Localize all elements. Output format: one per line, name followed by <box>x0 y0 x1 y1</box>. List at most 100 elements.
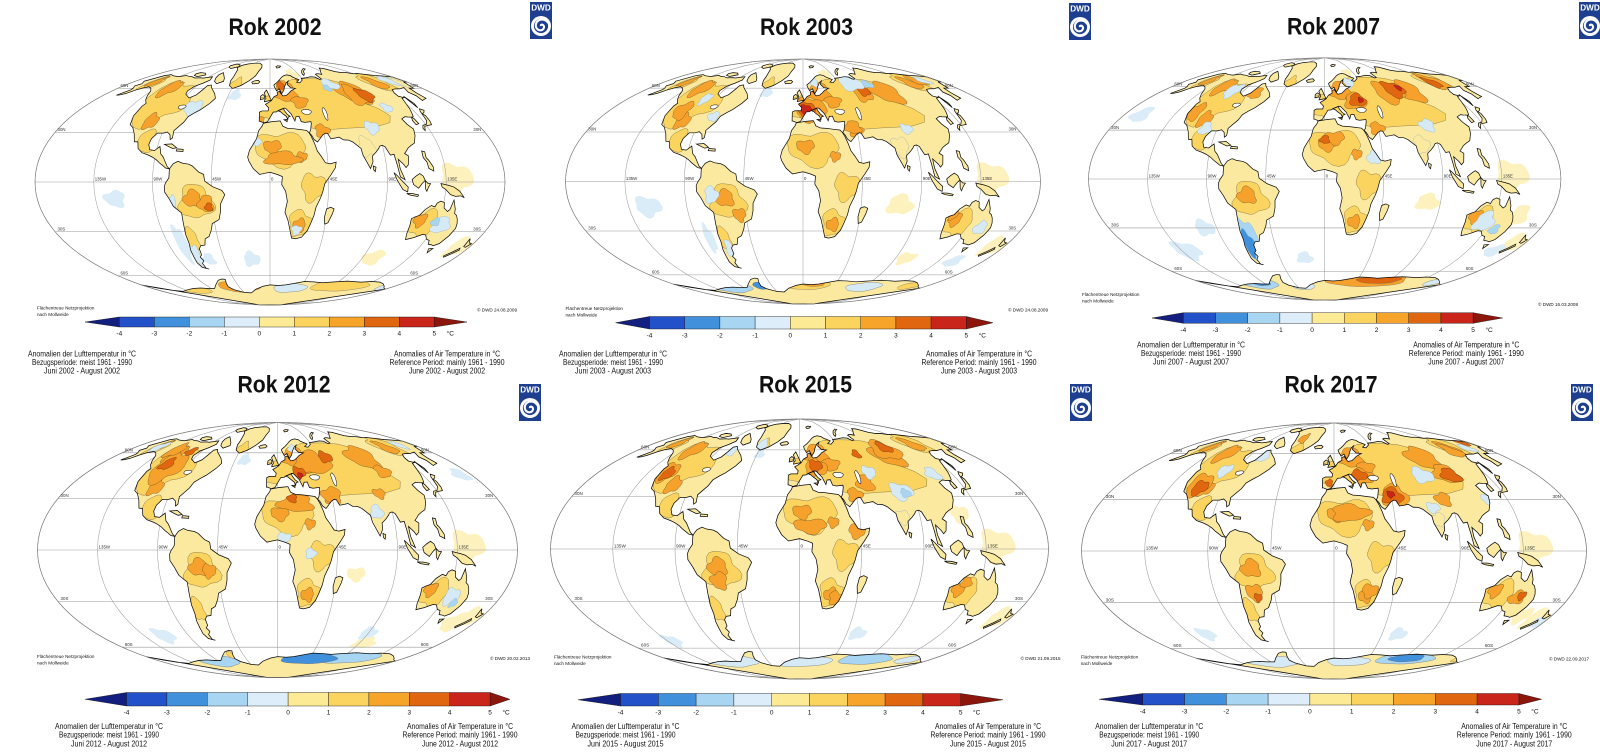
svg-text:2: 2 <box>367 710 371 717</box>
svg-text:nach Mollweide: nach Mollweide <box>37 661 69 666</box>
svg-text:Bezugsperiode: meist 1961 - 19: Bezugsperiode: meist 1961 - 1990 <box>1099 731 1199 740</box>
svg-text:-2: -2 <box>1223 709 1229 716</box>
svg-text:3: 3 <box>894 333 898 340</box>
svg-text:1: 1 <box>1342 327 1346 334</box>
svg-text:nach Mollweide: nach Mollweide <box>554 661 586 666</box>
svg-text:5: 5 <box>432 331 436 338</box>
svg-text:4: 4 <box>448 710 452 717</box>
svg-text:1: 1 <box>808 710 812 717</box>
svg-text:June 2012 - August 2012: June 2012 - August 2012 <box>422 739 498 748</box>
svg-text:Anomalien der Lufttemperatur i: Anomalien der Lufttemperatur in °C <box>572 722 680 731</box>
svg-text:Rok 2007: Rok 2007 <box>1287 14 1380 41</box>
svg-text:4: 4 <box>929 333 933 340</box>
svg-text:Flächentreue Netzprojektion: Flächentreue Netzprojektion <box>1081 655 1139 660</box>
svg-text:Reference Period: mainly 1961: Reference Period: mainly 1961 - 1990 <box>390 358 506 367</box>
svg-text:Rok 2015: Rok 2015 <box>759 372 852 399</box>
svg-text:-1: -1 <box>1277 327 1283 334</box>
svg-text:Anomalien der Lufttemperatur i: Anomalien der Lufttemperatur in °C <box>55 722 163 731</box>
svg-text:-1: -1 <box>731 710 737 717</box>
svg-text:Flächentreue Netzprojektion: Flächentreue Netzprojektion <box>566 306 624 311</box>
svg-text:Rok 2012: Rok 2012 <box>238 372 331 399</box>
svg-text:Bezugsperiode: meist 1961 - 19: Bezugsperiode: meist 1961 - 1990 <box>576 731 676 740</box>
svg-text:-3: -3 <box>151 331 157 338</box>
svg-text:5: 5 <box>1471 327 1475 334</box>
svg-text:-2: -2 <box>693 710 699 717</box>
svg-text:2: 2 <box>845 710 849 717</box>
svg-text:2: 2 <box>1375 327 1379 334</box>
svg-text:June 2015 - August 2015: June 2015 - August 2015 <box>950 739 1027 748</box>
svg-text:© DWD 22.09.2017: © DWD 22.09.2017 <box>1549 656 1589 662</box>
svg-text:-4: -4 <box>647 333 653 340</box>
svg-text:0: 0 <box>1308 709 1312 716</box>
svg-text:0: 0 <box>770 710 774 717</box>
svg-text:nach Mollweide: nach Mollweide <box>1082 299 1114 304</box>
svg-text:5: 5 <box>959 710 963 717</box>
svg-text:3: 3 <box>407 710 411 717</box>
svg-text:1: 1 <box>327 710 331 717</box>
svg-text:nach Mollweide: nach Mollweide <box>566 313 598 318</box>
svg-text:4: 4 <box>397 331 401 338</box>
svg-text:Anomalies of Air Temperature i: Anomalies of Air Temperature in °C <box>926 349 1032 358</box>
svg-text:3: 3 <box>883 710 887 717</box>
svg-text:-3: -3 <box>164 710 170 717</box>
svg-text:0: 0 <box>788 333 792 340</box>
svg-text:2: 2 <box>327 331 331 338</box>
svg-text:Flächentreue Netzprojektion: Flächentreue Netzprojektion <box>37 306 95 311</box>
svg-text:© DWD 16.03.2008: © DWD 16.03.2008 <box>1538 301 1578 307</box>
svg-text:-4: -4 <box>618 710 624 717</box>
svg-text:Flächentreue Netzprojektion: Flächentreue Netzprojektion <box>37 654 95 659</box>
svg-text:© DWD 24.08.2009: © DWD 24.08.2009 <box>477 307 517 313</box>
svg-text:-2: -2 <box>717 333 723 340</box>
svg-text:Bezugsperiode: meist 1961 - 19: Bezugsperiode: meist 1961 - 1990 <box>563 358 663 367</box>
svg-text:Anomalies of Air Temperature i: Anomalies of Air Temperature in °C <box>407 722 513 731</box>
svg-text:2: 2 <box>859 333 863 340</box>
svg-text:Rok 2003: Rok 2003 <box>760 14 853 41</box>
svg-text:Bezugsperiode: meist 1961 - 19: Bezugsperiode: meist 1961 - 1990 <box>32 358 132 367</box>
svg-text:-2: -2 <box>204 710 210 717</box>
svg-text:nach Mollweide: nach Mollweide <box>1081 661 1113 666</box>
svg-text:Rok 2002: Rok 2002 <box>229 14 322 41</box>
svg-text:1: 1 <box>292 331 296 338</box>
svg-text:Juni 2007 - August 2007: Juni 2007 - August 2007 <box>1153 358 1229 367</box>
svg-text:5: 5 <box>488 710 492 717</box>
svg-text:-3: -3 <box>1182 709 1188 716</box>
svg-text:°C: °C <box>979 332 987 340</box>
svg-text:Reference Period: mainly 1961: Reference Period: mainly 1961 - 1990 <box>403 731 519 740</box>
svg-text:-4: -4 <box>1140 709 1146 716</box>
svg-text:3: 3 <box>1407 327 1411 334</box>
svg-text:2: 2 <box>1392 709 1396 716</box>
svg-text:Juni 2003 - August 2003: Juni 2003 - August 2003 <box>575 367 652 376</box>
svg-text:3: 3 <box>362 331 366 338</box>
svg-text:-4: -4 <box>116 331 122 338</box>
svg-text:Anomalien der Lufttemperatur i: Anomalien der Lufttemperatur in °C <box>1137 340 1245 349</box>
svg-text:°C: °C <box>1531 708 1539 716</box>
svg-text:Juni 2015 - August 2015: Juni 2015 - August 2015 <box>588 739 665 748</box>
svg-text:0: 0 <box>1310 327 1314 334</box>
svg-text:June 2017 - August 2017: June 2017 - August 2017 <box>1476 739 1552 748</box>
svg-text:June 2007 - August 2007: June 2007 - August 2007 <box>1428 358 1504 367</box>
svg-text:nach Mollweide: nach Mollweide <box>37 312 69 317</box>
svg-text:-4: -4 <box>124 710 130 717</box>
svg-text:Flächentreue Netzprojektion: Flächentreue Netzprojektion <box>554 655 612 660</box>
svg-text:4: 4 <box>921 710 925 717</box>
svg-text:June 2002 - August 2002: June 2002 - August 2002 <box>409 367 485 376</box>
svg-text:-3: -3 <box>682 333 688 340</box>
svg-text:Juni 2012 - August 2012: Juni 2012 - August 2012 <box>71 739 147 748</box>
svg-text:Juni 2017 - August 2017: Juni 2017 - August 2017 <box>1111 739 1187 748</box>
svg-text:°C: °C <box>447 330 455 338</box>
svg-text:1: 1 <box>1350 709 1354 716</box>
svg-text:-1: -1 <box>245 710 251 717</box>
svg-text:-4: -4 <box>1180 327 1186 334</box>
svg-text:°C: °C <box>973 709 981 717</box>
svg-text:3: 3 <box>1433 709 1437 716</box>
svg-text:-1: -1 <box>1265 709 1271 716</box>
svg-text:1: 1 <box>824 333 828 340</box>
svg-text:Anomalien der Lufttemperatur i: Anomalien der Lufttemperatur in °C <box>559 349 667 358</box>
svg-text:Rok 2017: Rok 2017 <box>1285 372 1378 399</box>
svg-text:Bezugsperiode: meist 1961 - 19: Bezugsperiode: meist 1961 - 1990 <box>59 731 159 740</box>
svg-text:5: 5 <box>1517 709 1521 716</box>
svg-text:Anomalien der Lufttemperatur i: Anomalien der Lufttemperatur in °C <box>28 349 136 358</box>
svg-text:© DWD 21.09.2015: © DWD 21.09.2015 <box>1021 655 1061 661</box>
svg-text:Reference Period: mainly 1961: Reference Period: mainly 1961 - 1990 <box>1409 349 1525 358</box>
svg-text:-2: -2 <box>186 331 192 338</box>
